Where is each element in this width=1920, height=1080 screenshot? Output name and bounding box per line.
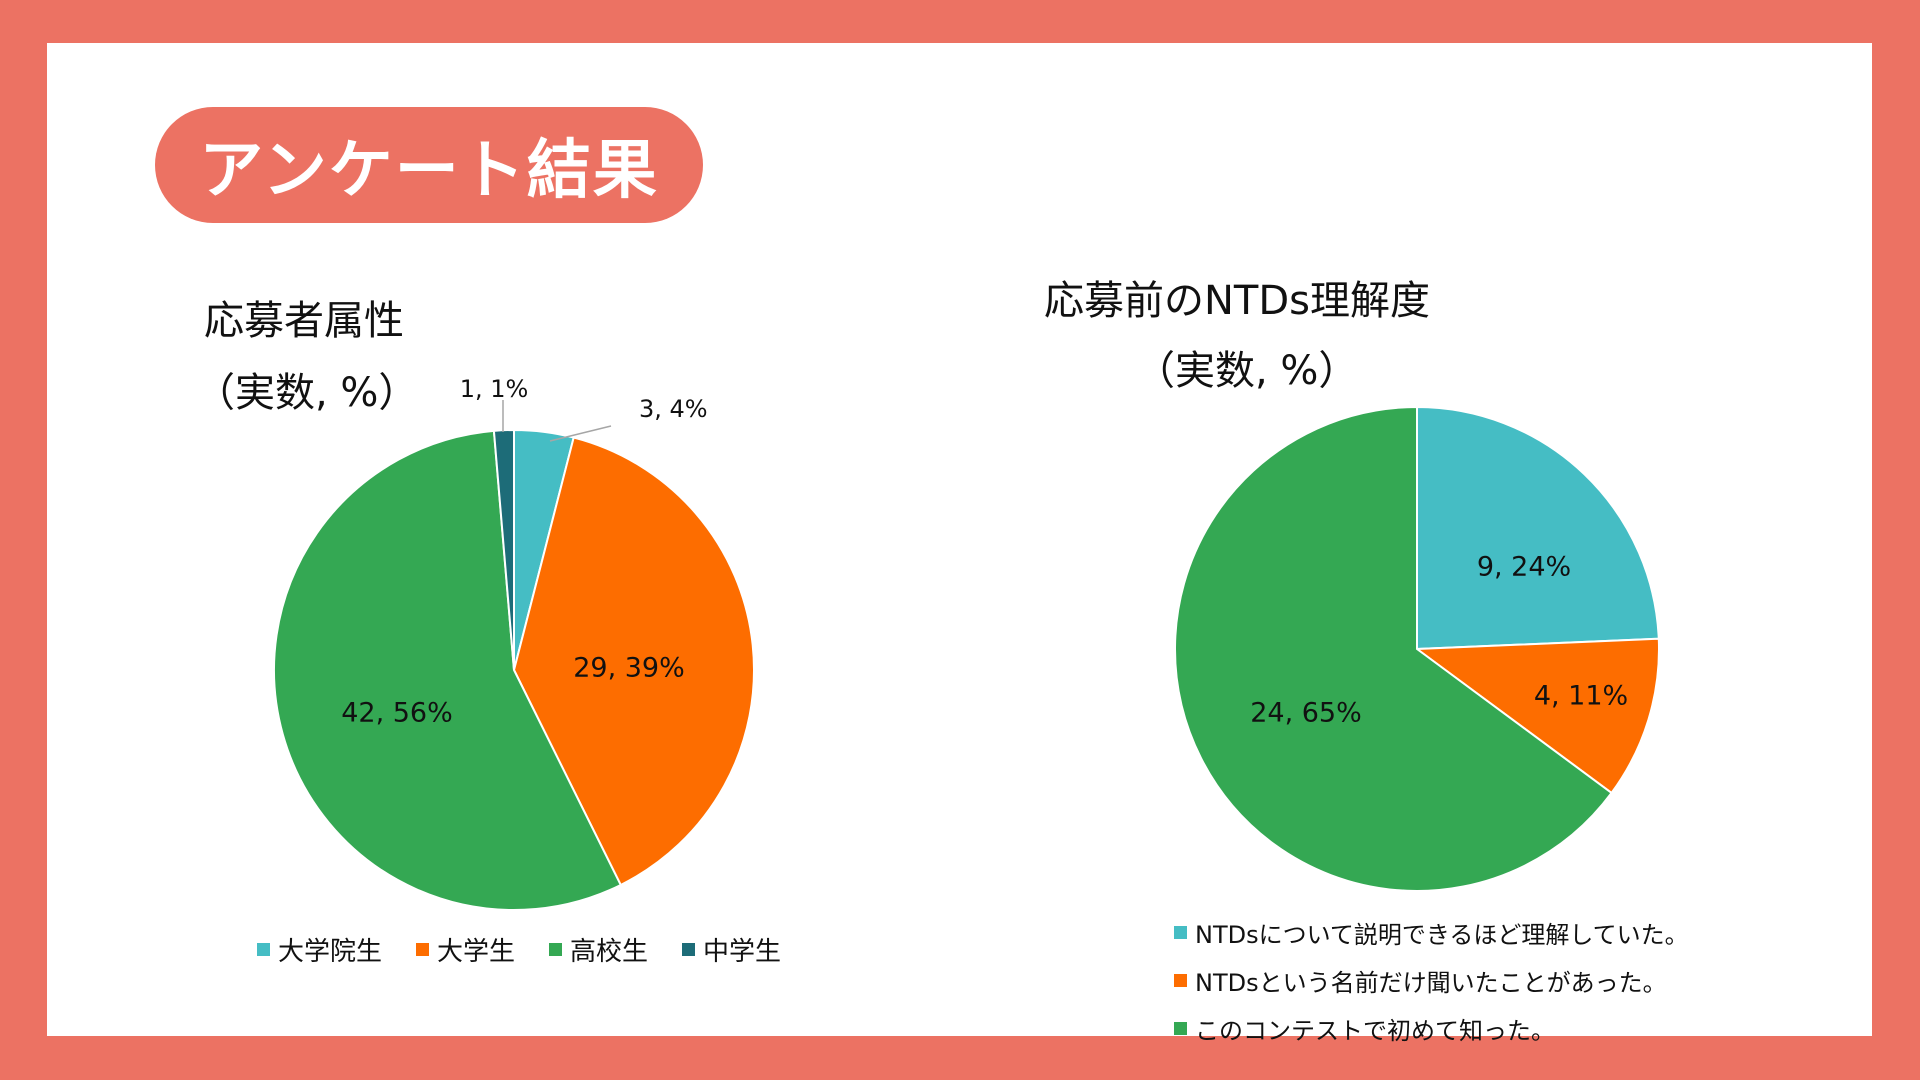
legend-swatch: [1174, 1022, 1187, 1035]
chart1-subtitle: （実数, %）: [195, 370, 419, 416]
chart2-data-label-3: 24, 65%: [1250, 698, 1362, 729]
charts-canvas: 3, 4% 29, 39% 42, 56% 1, 1% 9, 24% 4, 11% 24, …: [273, 375, 1660, 911]
slide: アンケート結果 応募者属性 （実数, %） 応募前のNTDs理解度 （実数, %…: [47, 43, 1872, 1045]
legend-label: このコンテストで初めて知った。: [1195, 1017, 1555, 1045]
chart1-leader-1: [549, 425, 612, 442]
chart1-data-label-4: 1, 1%: [460, 375, 529, 403]
chart1-legend-item-3: 高校生: [549, 931, 648, 968]
chart2-legend-item-2: NTDsという名前だけ聞いたことがあった。: [1174, 963, 1689, 998]
chart1-legend-item-2: 大学生: [416, 931, 515, 968]
chart1-slice-3: [273, 429, 623, 911]
chart2-legend: NTDsについて説明できるほど理解していた。 NTDsという名前だけ聞いたことがあ…: [1174, 915, 1689, 1059]
chart1-data-label-3: 42, 56%: [341, 698, 453, 729]
chart1-slice-2: [512, 436, 755, 887]
title-banner: アンケート結果: [155, 107, 703, 223]
legend-swatch: [1174, 926, 1187, 939]
chart2-data-label-2: 4, 11%: [1534, 681, 1628, 712]
chart2-title: 応募前のNTDs理解度: [1044, 278, 1430, 324]
chart1-legend-item-1: 大学院生: [257, 931, 382, 968]
chart1-legend-item-4: 中学生: [682, 931, 781, 968]
legend-swatch: [549, 943, 563, 956]
legend-label: NTDsという名前だけ聞いたことがあった。: [1195, 969, 1667, 997]
page-title: アンケート結果: [199, 134, 659, 208]
legend-swatch: [416, 943, 430, 956]
chart2-slice-2: [1414, 637, 1660, 795]
legend-label: 大学生: [437, 937, 516, 967]
legend-swatch: [682, 943, 696, 956]
chart1-data-label-2: 29, 39%: [573, 653, 685, 684]
legend-label: NTDsについて説明できるほど理解していた。: [1195, 921, 1689, 949]
chart2-data-label-1: 9, 24%: [1477, 552, 1571, 583]
legend-swatch: [1174, 974, 1187, 987]
chart2-subtitle: （実数, %）: [1135, 348, 1359, 394]
chart2-slice-3: [1174, 405, 1613, 892]
chart1-data-label-1: 3, 4%: [639, 395, 708, 423]
legend-label: 大学院生: [278, 937, 383, 967]
chart2-legend-item-1: NTDsについて説明できるほど理解していた。: [1174, 915, 1689, 950]
chart2-legend-item-3: このコンテストで初めて知った。: [1174, 1011, 1689, 1046]
chart1-slice-4: [492, 428, 515, 671]
legend-swatch: [257, 943, 270, 956]
chart1-title: 応募者属性: [204, 298, 404, 344]
legend-label: 高校生: [570, 937, 649, 967]
chart2-slice-1: [1416, 405, 1660, 651]
legend-label: 中学生: [703, 937, 782, 967]
chart1-legend: 大学院生 大学生 高校生 中学生: [257, 931, 815, 968]
